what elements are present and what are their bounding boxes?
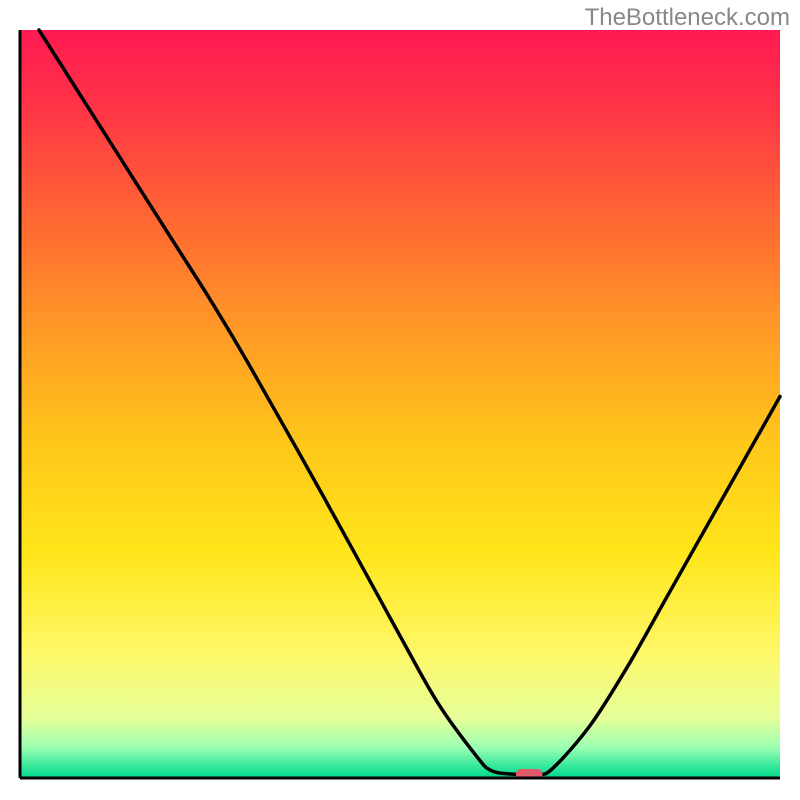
watermark-text: TheBottleneck.com	[585, 4, 790, 32]
plot-background	[20, 30, 780, 778]
bottleneck-chart: TheBottleneck.com	[0, 0, 800, 800]
chart-svg	[0, 0, 800, 800]
